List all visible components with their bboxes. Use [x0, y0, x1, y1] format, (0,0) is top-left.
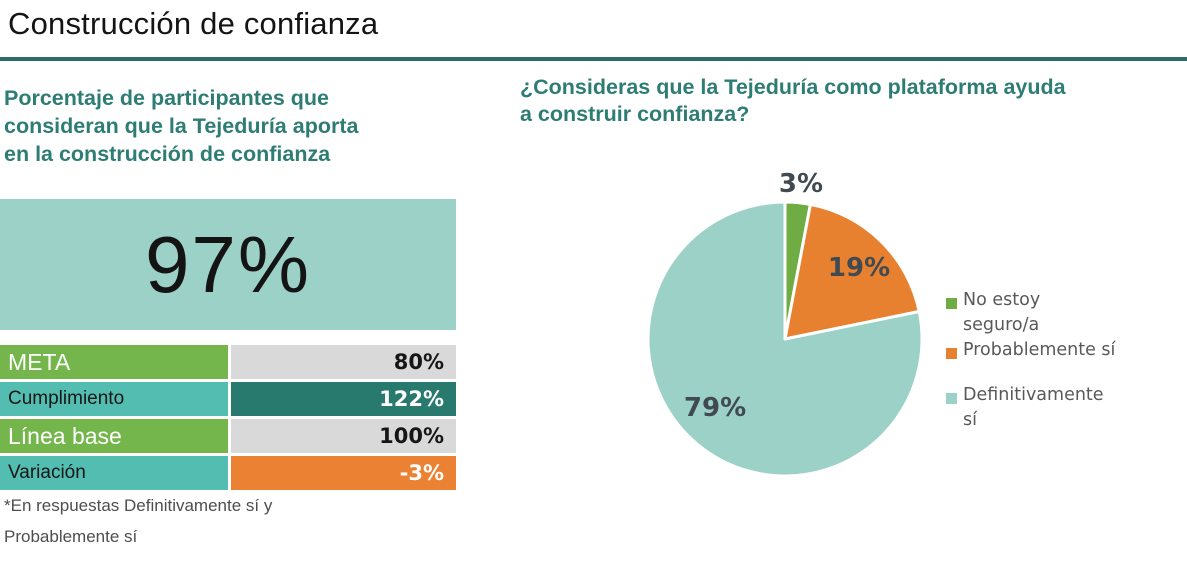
big-number: 97%	[144, 219, 312, 309]
pie-chart	[646, 200, 924, 478]
title-underline	[0, 57, 1187, 61]
pie-data-label: 3%	[778, 169, 824, 199]
legend-item-label: Probablemente sí	[963, 340, 1116, 360]
legend-item-label: Definitivamente sí	[963, 385, 1104, 430]
table-row: META 80%	[0, 345, 456, 379]
table-row: Cumplimiento 122%	[0, 382, 456, 416]
page-title: Construcción de confianza	[8, 6, 379, 41]
table-row: Variación -3%	[0, 456, 456, 490]
kpi-value-cell: 122%	[231, 382, 456, 416]
table-row: Línea base 100%	[0, 419, 456, 453]
kpi-value-cell: 100%	[231, 419, 456, 453]
legend-marker	[946, 348, 957, 359]
kpi-label-cell: Cumplimiento	[0, 382, 228, 416]
kpi-value-cell: -3%	[231, 456, 456, 490]
pie-slice-1	[783, 202, 921, 341]
legend-marker	[946, 393, 957, 404]
kpi-label-cell: Variación	[0, 456, 228, 490]
kpi-heading: Porcentaje de participantes que consider…	[4, 86, 359, 166]
pie-section-heading: ¿Consideras que la Tejeduría como plataf…	[520, 75, 1066, 126]
legend-item-label: No estoy seguro/a	[963, 290, 1041, 335]
legend-marker	[946, 298, 957, 309]
big-number-box: 97%	[0, 199, 456, 330]
kpi-value-cell: 80%	[231, 345, 456, 379]
kpi-footnote: *En respuestas Definitivamente sí y Prob…	[4, 496, 273, 546]
pie-data-label: 79%	[683, 393, 747, 423]
pie-slice-2	[646, 200, 924, 478]
kpi-table: META 80% Cumplimiento 122% Línea base 10…	[0, 345, 456, 490]
kpi-label-cell: META	[0, 345, 228, 379]
pie-data-label: 19%	[827, 253, 891, 283]
kpi-label-cell: Línea base	[0, 419, 228, 453]
